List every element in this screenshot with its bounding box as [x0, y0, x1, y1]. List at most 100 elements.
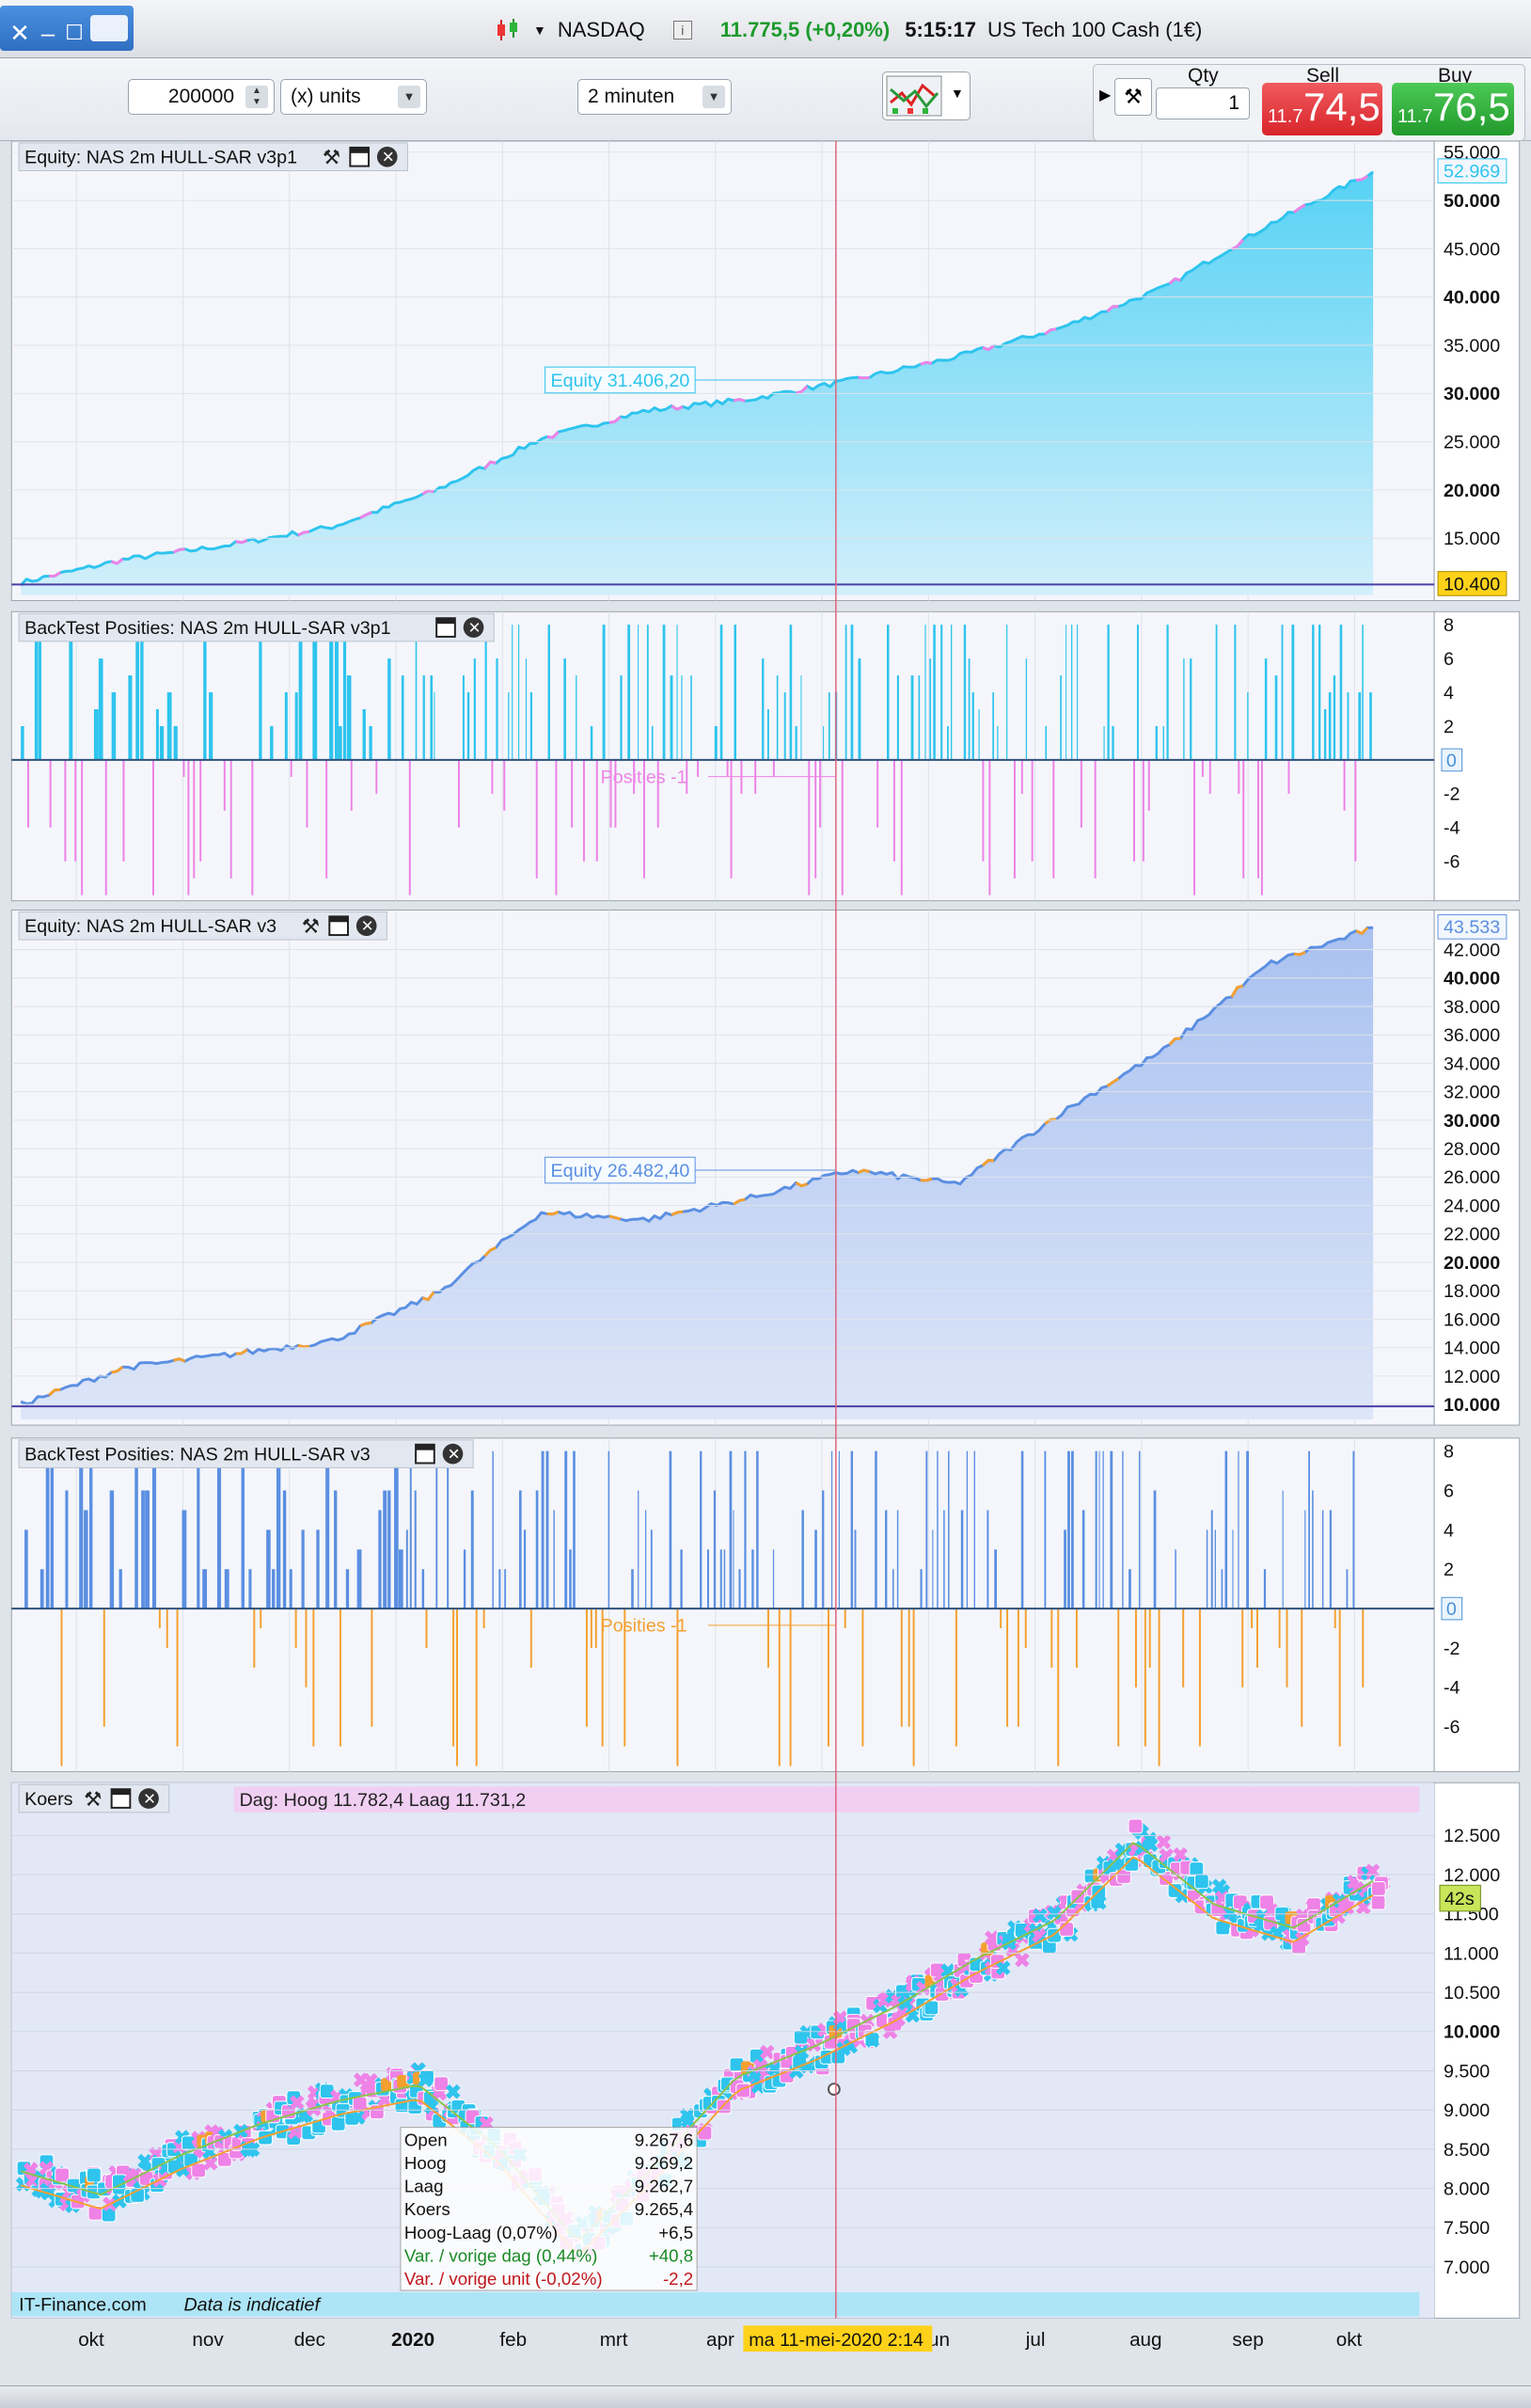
- position-bar: [823, 725, 825, 760]
- position-bar: [135, 625, 140, 760]
- position-bar: [772, 1549, 775, 1609]
- position-bar: [1301, 1608, 1303, 1727]
- position-bar: [38, 625, 41, 760]
- position-bar: [1076, 625, 1079, 760]
- position-bar: [1369, 692, 1372, 760]
- signal-marker: ✖: [1106, 1845, 1123, 1868]
- y-tick-label: 7.500: [1444, 2218, 1490, 2239]
- buy-button[interactable]: 11.7 76,5: [1392, 83, 1514, 135]
- signal-marker: [749, 2048, 765, 2064]
- position-bar: [203, 625, 207, 760]
- close-circle-icon[interactable]: ✕: [376, 146, 398, 167]
- position-bar: [466, 692, 470, 760]
- position-bar: [482, 1608, 485, 1629]
- position-bar: [997, 725, 999, 760]
- wrench-icon[interactable]: ⚒: [302, 914, 320, 938]
- position-bar: [151, 1450, 157, 1609]
- chevron-down-icon[interactable]: ▼: [398, 86, 420, 108]
- maximize-icon[interactable]: ☐: [65, 21, 84, 44]
- position-bar: [662, 625, 666, 760]
- x-tick-label: jul: [1025, 2329, 1046, 2351]
- sell-label: Sell: [1306, 65, 1340, 87]
- window-icon[interactable]: [349, 146, 371, 167]
- close-icon[interactable]: ✕: [9, 19, 30, 47]
- equity-segment: [981, 1159, 995, 1167]
- position-bar: [306, 759, 308, 828]
- signal-marker: [419, 2069, 434, 2084]
- buy-label: Buy: [1438, 65, 1473, 87]
- position-bar: [458, 759, 460, 828]
- close-circle-icon[interactable]: ✕: [463, 617, 484, 638]
- close-circle-icon[interactable]: ✕: [355, 915, 377, 937]
- chart-area[interactable]: ✖✖✖✖✖✖ ✖✖ ✖✖✖✖✖✖✖✖✖✖✖✖✖ ✖✖✖ ✖✖✖✖ ✖✖✖✖✖✖✖✖✖✖✖✖…: [0, 141, 1531, 2352]
- window-icon[interactable]: [328, 915, 349, 937]
- qty-input[interactable]: 1: [1156, 87, 1250, 119]
- units-input[interactable]: 200000 ▲ ▼: [128, 79, 275, 115]
- position-bar: [491, 759, 494, 794]
- tooltip-label: Hoog: [404, 2153, 447, 2173]
- position-bar: [947, 725, 949, 760]
- window-bar: [436, 618, 455, 625]
- position-bar: [1024, 1608, 1027, 1648]
- wrench-icon[interactable]: ⚒: [323, 146, 340, 169]
- position-bar: [1278, 1608, 1281, 1648]
- close-circle-icon[interactable]: ✕: [138, 1788, 159, 1809]
- close-circle-icon[interactable]: ✕: [442, 1443, 464, 1465]
- signal-marker: [1125, 1842, 1141, 1857]
- close-x-glyph: ✕: [382, 149, 395, 166]
- equity-segment: [1355, 175, 1368, 182]
- instrument-menu[interactable]: NASDAQ: [557, 18, 645, 41]
- y-tick-label: -4: [1444, 1678, 1460, 1699]
- keyboard-icon[interactable]: [90, 15, 128, 41]
- chevron-down-icon[interactable]: ▼: [533, 23, 546, 38]
- wrench-icon[interactable]: ⚒: [1114, 78, 1152, 116]
- position-bar: [409, 1450, 412, 1609]
- timeframe-select[interactable]: 2 minuten ▼: [577, 79, 732, 115]
- window-icon[interactable]: [435, 617, 456, 638]
- position-bar: [1304, 1510, 1306, 1609]
- position-bar: [638, 1490, 639, 1609]
- position-bar: [1238, 1450, 1239, 1609]
- equity-segment: [483, 1245, 497, 1258]
- position-bar: [573, 1450, 576, 1609]
- position-bar: [1138, 1450, 1141, 1609]
- sell-button[interactable]: 11.7 74,5: [1262, 83, 1382, 135]
- position-bar: [1136, 625, 1139, 760]
- position-bar: [1052, 759, 1055, 879]
- status-bar: [0, 2385, 1531, 2408]
- position-bar: [1103, 725, 1105, 760]
- chevron-down-icon[interactable]: ▼: [951, 86, 964, 101]
- y-tick-label: 40.000: [1444, 969, 1500, 990]
- units-type-select[interactable]: (x) units ▼: [280, 79, 427, 115]
- position-bar: [475, 1608, 478, 1766]
- equity-segment: [48, 1387, 61, 1397]
- position-bar: [844, 1608, 846, 1629]
- y-tick-label: 35.000: [1444, 336, 1500, 356]
- signal-marker: [697, 2125, 713, 2141]
- window-icon[interactable]: [110, 1788, 132, 1809]
- y-tick-label: 9.000: [1444, 2100, 1490, 2121]
- stepper-icon[interactable]: ▲ ▼: [245, 86, 268, 108]
- minimize-icon[interactable]: –: [40, 19, 55, 47]
- chevron-down-icon[interactable]: ▼: [702, 86, 725, 108]
- position-bar: [772, 759, 775, 777]
- collapse-arrow-icon[interactable]: ▶: [1099, 87, 1112, 103]
- wrench-icon[interactable]: ⚒: [84, 1787, 102, 1811]
- signal-marker: ✖: [878, 1988, 895, 2011]
- window-icon[interactable]: [415, 1443, 435, 1465]
- info-icon[interactable]: i: [672, 21, 692, 40]
- position-bar: [415, 625, 418, 760]
- position-bar: [362, 708, 366, 760]
- position-bar: [738, 1569, 741, 1609]
- indicator-menu-button[interactable]: ▼: [882, 71, 971, 120]
- signal-marker: [319, 2083, 335, 2099]
- position-bar: [1147, 759, 1150, 811]
- equity-segment: [235, 539, 248, 545]
- position-bar: [202, 1569, 208, 1609]
- position-bar: [134, 1450, 138, 1609]
- position-bar: [1142, 759, 1144, 862]
- signal-marker: ✖: [136, 2150, 153, 2174]
- candlestick-icon[interactable]: [494, 17, 522, 43]
- equity-segment: [421, 1291, 435, 1302]
- position-bar: [197, 1450, 200, 1609]
